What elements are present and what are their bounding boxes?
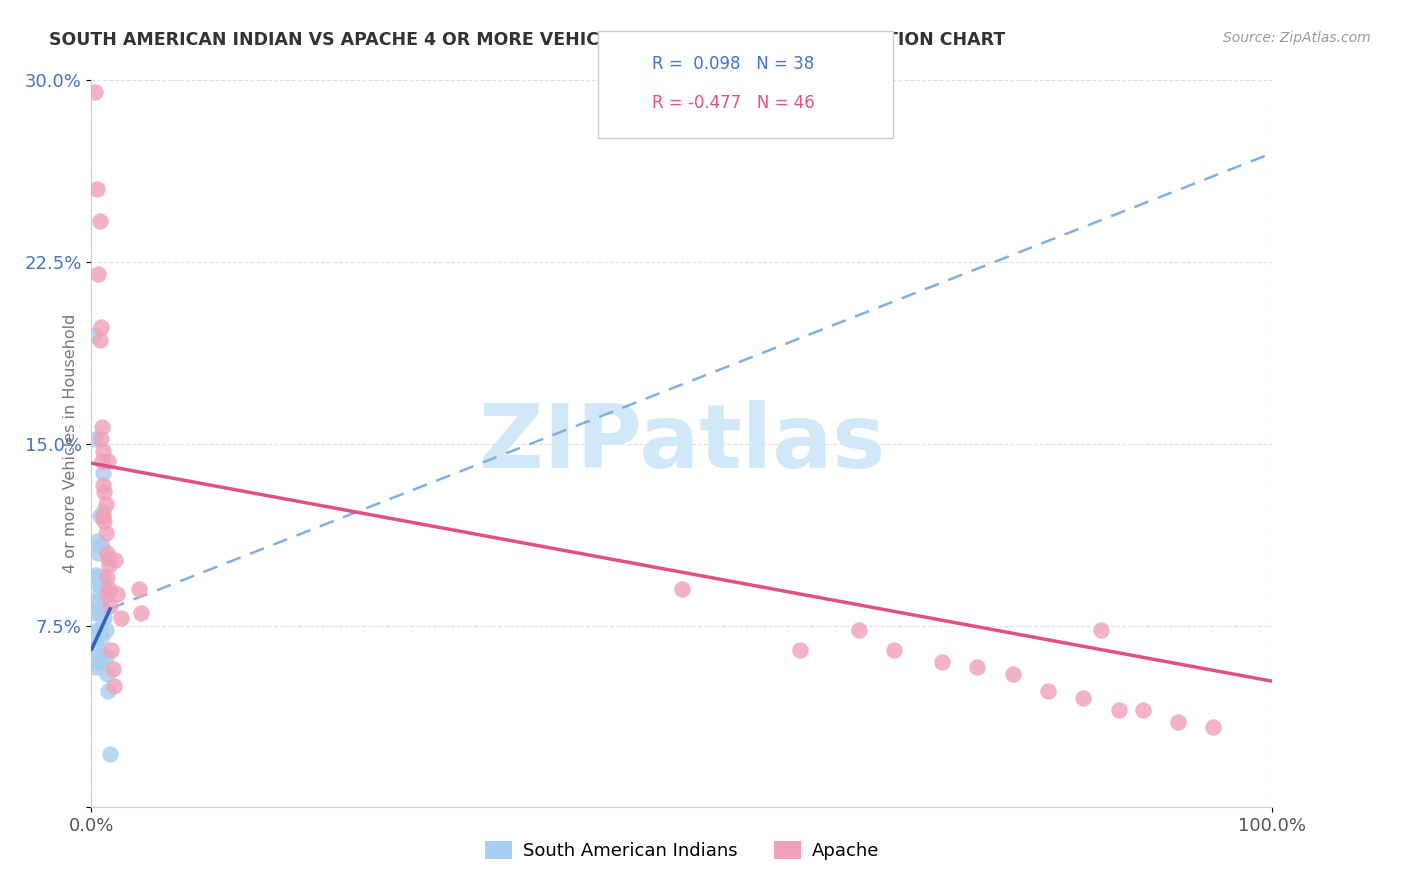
Point bbox=[671, 582, 693, 596]
Point bbox=[94, 650, 117, 665]
Point bbox=[90, 601, 112, 615]
Point bbox=[1073, 691, 1095, 706]
Point bbox=[89, 624, 111, 638]
Point bbox=[1001, 667, 1024, 681]
Point bbox=[100, 642, 122, 657]
Point bbox=[87, 546, 110, 560]
Point bbox=[89, 539, 111, 553]
Point bbox=[91, 570, 114, 584]
Point bbox=[1132, 703, 1154, 717]
Point bbox=[97, 684, 120, 698]
Point bbox=[90, 655, 112, 669]
Point bbox=[105, 587, 128, 601]
Point bbox=[96, 570, 118, 584]
Point bbox=[89, 570, 111, 584]
Point bbox=[86, 655, 108, 669]
Point bbox=[97, 454, 120, 468]
Point bbox=[96, 667, 118, 681]
Point bbox=[84, 567, 107, 582]
Point bbox=[87, 577, 110, 591]
Point bbox=[966, 659, 988, 673]
Point bbox=[89, 648, 111, 662]
Point bbox=[90, 631, 112, 645]
Point bbox=[84, 659, 107, 673]
Point bbox=[89, 607, 111, 621]
Legend: South American Indians, Apache: South American Indians, Apache bbox=[478, 833, 886, 867]
Point bbox=[91, 539, 114, 553]
Point bbox=[93, 611, 115, 625]
Point bbox=[86, 182, 108, 196]
Point bbox=[86, 533, 108, 548]
Point bbox=[84, 432, 107, 446]
Point bbox=[89, 333, 111, 347]
Point bbox=[84, 607, 107, 621]
Point bbox=[93, 485, 115, 500]
Point bbox=[110, 611, 132, 625]
Text: R =  0.098   N = 38: R = 0.098 N = 38 bbox=[652, 55, 814, 73]
Point bbox=[98, 599, 121, 614]
Point bbox=[103, 679, 125, 693]
Point bbox=[97, 550, 120, 565]
Point bbox=[89, 509, 111, 524]
Point bbox=[87, 601, 110, 615]
Point bbox=[129, 607, 152, 621]
Point bbox=[91, 478, 114, 492]
Point bbox=[789, 642, 811, 657]
Point bbox=[93, 582, 115, 596]
Point bbox=[84, 86, 107, 100]
Point bbox=[86, 594, 108, 608]
Point bbox=[128, 582, 150, 596]
Point bbox=[91, 419, 114, 434]
Point bbox=[90, 320, 112, 334]
Y-axis label: 4 or more Vehicles in Household: 4 or more Vehicles in Household bbox=[62, 314, 77, 574]
Point bbox=[87, 642, 110, 657]
Point bbox=[90, 432, 112, 446]
Point bbox=[1036, 684, 1059, 698]
Point bbox=[86, 624, 108, 638]
Point bbox=[94, 624, 117, 638]
Point bbox=[91, 454, 114, 468]
Text: R = -0.477   N = 46: R = -0.477 N = 46 bbox=[652, 94, 815, 112]
Point bbox=[83, 327, 105, 342]
Text: ZIPatlas: ZIPatlas bbox=[479, 401, 884, 487]
Point bbox=[90, 577, 112, 591]
Point bbox=[89, 214, 111, 228]
Point bbox=[1108, 703, 1130, 717]
Point bbox=[101, 662, 124, 676]
Text: Source: ZipAtlas.com: Source: ZipAtlas.com bbox=[1223, 31, 1371, 45]
Point bbox=[91, 444, 114, 458]
Point bbox=[848, 624, 870, 638]
Point bbox=[91, 466, 114, 480]
Text: SOUTH AMERICAN INDIAN VS APACHE 4 OR MORE VEHICLES IN HOUSEHOLD CORRELATION CHAR: SOUTH AMERICAN INDIAN VS APACHE 4 OR MOR… bbox=[49, 31, 1005, 49]
Point bbox=[1167, 715, 1189, 730]
Point bbox=[98, 558, 121, 572]
Point bbox=[1202, 720, 1225, 734]
Point bbox=[91, 505, 114, 519]
Point bbox=[86, 570, 108, 584]
Point bbox=[1090, 624, 1112, 638]
Point bbox=[98, 747, 121, 761]
Point bbox=[93, 514, 115, 528]
Point bbox=[98, 582, 121, 596]
Point bbox=[94, 526, 117, 541]
Point bbox=[96, 587, 118, 601]
Point bbox=[96, 546, 118, 560]
Point bbox=[91, 509, 114, 524]
Point bbox=[883, 642, 905, 657]
Point bbox=[94, 497, 117, 511]
Point bbox=[104, 553, 127, 567]
Point bbox=[89, 587, 111, 601]
Point bbox=[931, 655, 953, 669]
Point bbox=[87, 267, 110, 281]
Point bbox=[84, 631, 107, 645]
Point bbox=[91, 601, 114, 615]
